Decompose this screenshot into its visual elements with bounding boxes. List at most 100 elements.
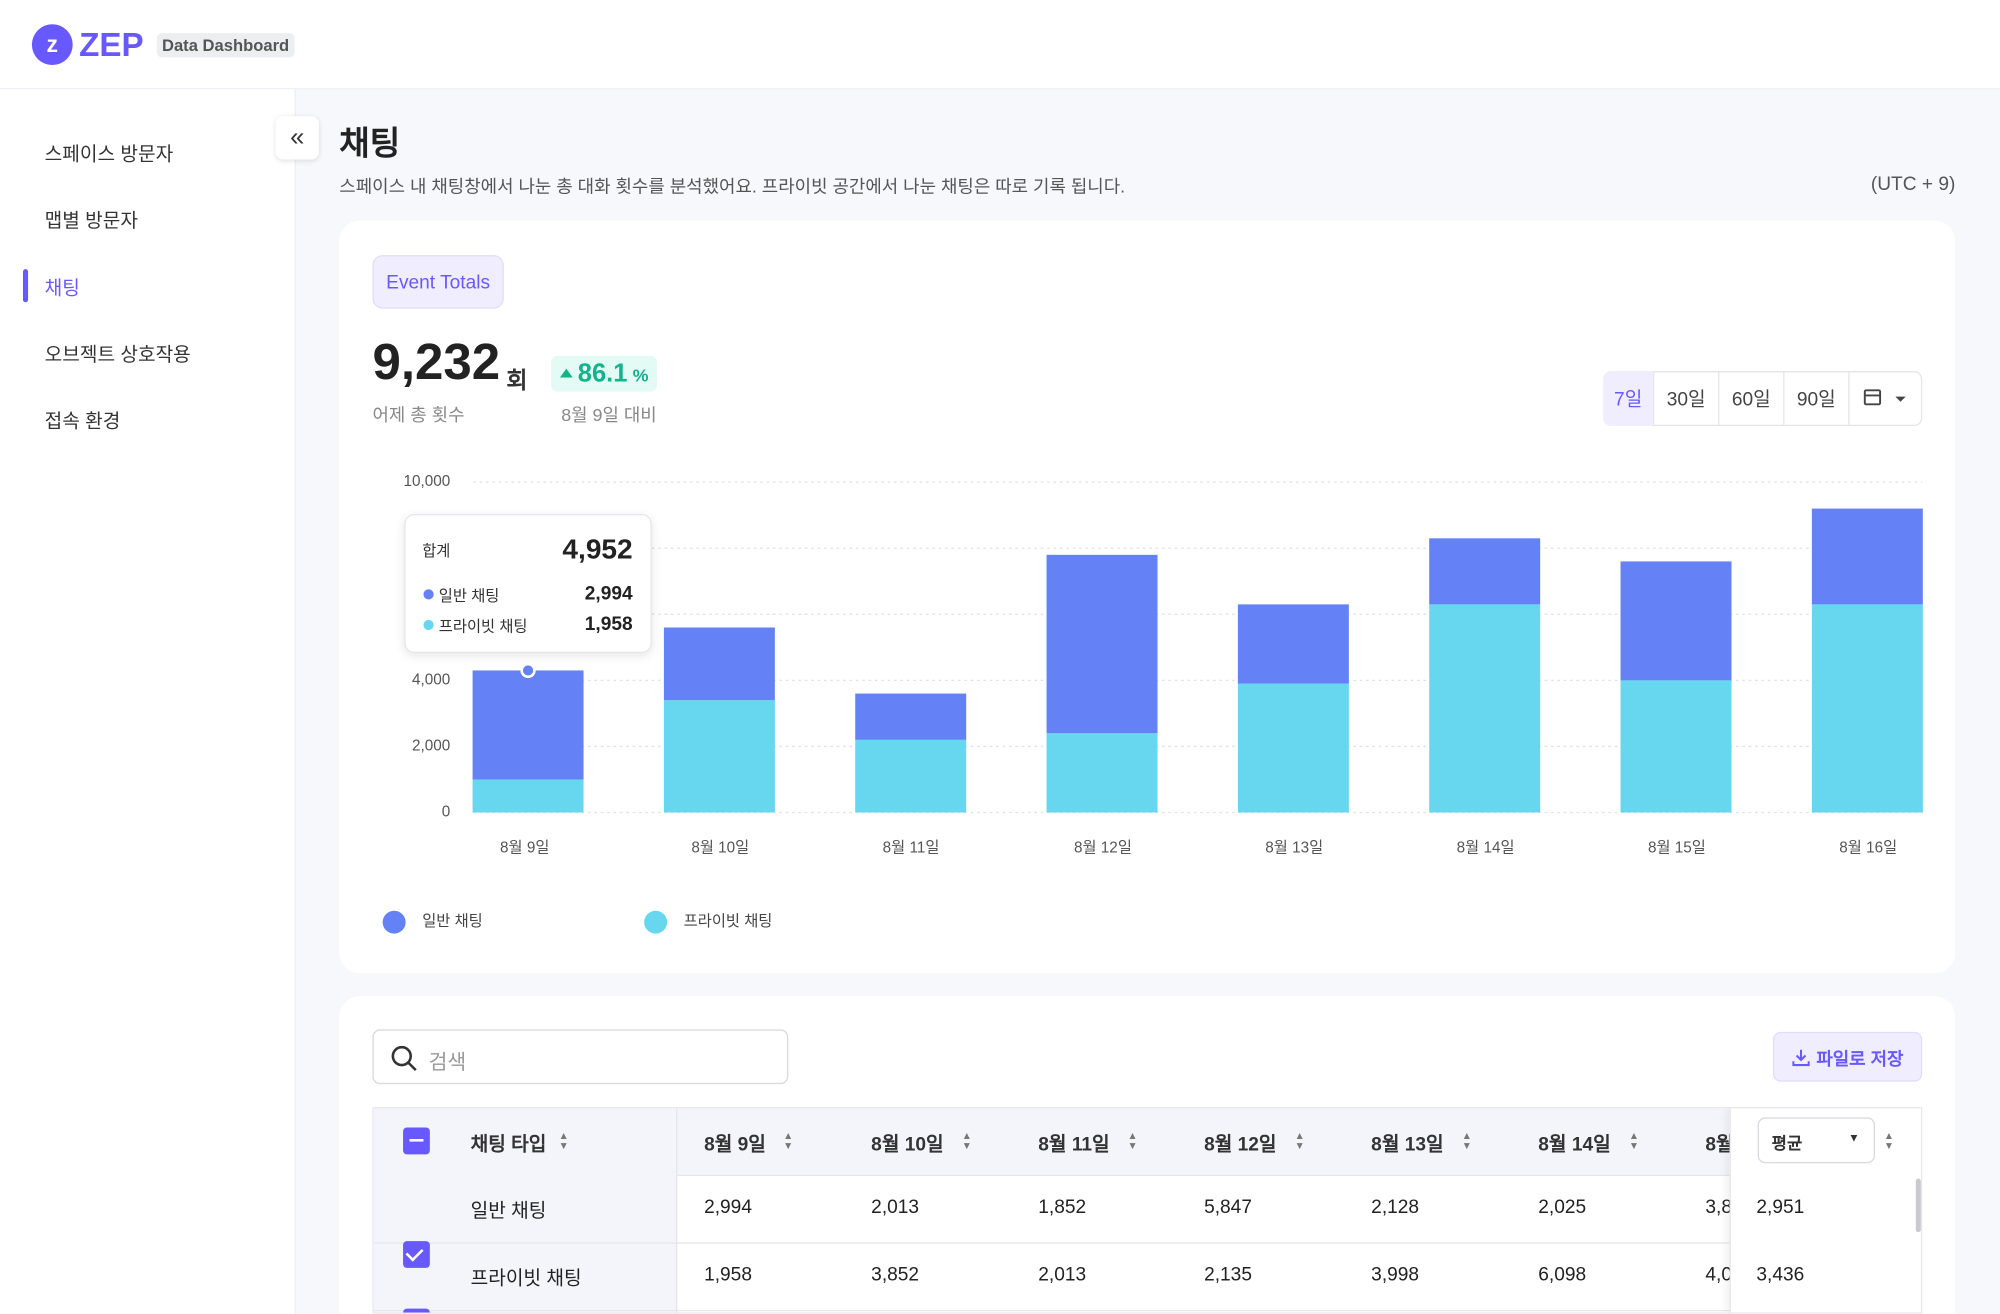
bar-segment — [1811, 508, 1923, 605]
row-checkbox[interactable] — [403, 1241, 430, 1268]
header-cell: 8월 11일 — [1038, 1133, 1110, 1156]
bar-segment — [472, 779, 584, 813]
nav-item[interactable]: 맵별 방문자 — [44, 210, 138, 233]
tooltip-value: 2,994 — [584, 582, 633, 605]
cell: 3,998 — [1371, 1264, 1420, 1286]
y-tick-label: 0 — [442, 804, 451, 821]
search-box[interactable]: 검색 — [372, 1029, 789, 1085]
legend-label: 프라이빗 채팅 — [684, 913, 773, 930]
download-button[interactable]: 파일로 저장 — [1772, 1031, 1923, 1082]
cell: 2,994 — [704, 1196, 752, 1219]
header-cell: 채팅 타입 — [470, 1133, 547, 1156]
nav-item[interactable]: 스페이스 방문자 — [44, 144, 174, 166]
bar-segment — [1811, 604, 1923, 813]
range-button[interactable]: 60일 — [1719, 371, 1785, 427]
tooltip: 합계 4,952 일반 채팅 2,994 프라이빗 채팅 1,958 — [404, 514, 652, 654]
header: z ZEP Data Dashboard — [0, 0, 2000, 90]
x-tick-label: 8월 9일 — [500, 839, 549, 856]
summary-cell: 2,951 — [1756, 1196, 1805, 1219]
cell: 3,852 — [871, 1264, 920, 1286]
change-badge: 86.1 % — [551, 355, 657, 392]
check — [405, 1243, 424, 1262]
tooltip-total: 4,952 — [562, 533, 633, 566]
y-tick-label: 10,000 — [403, 473, 450, 490]
sort-icon[interactable]: ▲ ▼ — [558, 1130, 569, 1152]
scroll-area: 8월 9일 ▲ ▼ 8월 10일 ▲ ▼ 8월 11일 ▲ ▼ 8월 12일 ▲ ▼ 8월 13일 ▲ ▼ 8… — [676, 1108, 1730, 1312]
cell: 5,847 — [1204, 1196, 1252, 1219]
sort-icon[interactable]: ▲ ▼ — [1883, 1130, 1895, 1152]
bar-segment — [1620, 680, 1732, 813]
header-checkbox[interactable] — [403, 1127, 430, 1155]
bar-segment — [1237, 604, 1349, 684]
header-cell: 8월 12일 — [1204, 1133, 1277, 1156]
y-tick-label: 4,000 — [412, 671, 450, 688]
page-description: 스페이스 내 채팅창에서 나눈 총 대화 횟수를 분석했어요. 프라이빗 공간에… — [339, 176, 1126, 197]
sort-icon[interactable]: ▲ ▼ — [1461, 1130, 1472, 1152]
logo-icon: z — [31, 24, 73, 66]
active-indicator — [22, 269, 29, 303]
bar-segment — [1429, 604, 1541, 813]
range-button[interactable]: 90일 — [1784, 371, 1850, 427]
row-label: 프라이빗 채팅 — [470, 1267, 582, 1290]
timezone: (UTC + 9) — [1870, 173, 1956, 196]
svg-text:z: z — [47, 31, 58, 57]
cell: 2,025 — [1538, 1196, 1587, 1219]
bar-segment — [1429, 538, 1541, 605]
x-tick-label: 8월 14일 — [1457, 839, 1515, 856]
row-checkbox[interactable] — [403, 1308, 430, 1313]
search-placeholder: 검색 — [428, 1052, 467, 1074]
cell: 2,135 — [1204, 1264, 1252, 1286]
x-tick-label: 8월 15일 — [1648, 839, 1706, 856]
bar-segment — [663, 700, 775, 813]
header-cell: 8월 — [1705, 1133, 1729, 1156]
tooltip-name: 일반 채팅 — [438, 586, 500, 605]
range-button[interactable]: 30일 — [1654, 371, 1720, 427]
sort-icon[interactable]: ▲ ▼ — [783, 1130, 794, 1152]
sort-icon[interactable]: ▲ ▼ — [961, 1130, 972, 1152]
header-cell: 8월 9일 — [704, 1133, 766, 1156]
sort-icon[interactable]: ▲ ▼ — [1294, 1130, 1305, 1152]
page-title: 채팅 — [339, 123, 401, 162]
tooltip-title: 합계 — [422, 542, 451, 560]
summary-cell: 3,436 — [1756, 1264, 1805, 1286]
hover-marker — [520, 662, 536, 679]
sort-icon[interactable]: ▲ ▼ — [1127, 1130, 1138, 1152]
summary-select[interactable]: 평균 ▼ — [1757, 1117, 1875, 1164]
cell: 2,013 — [871, 1196, 920, 1219]
scrollbar — [1915, 1178, 1921, 1233]
search-icon — [391, 1045, 417, 1072]
cell: 2,013 — [1038, 1264, 1087, 1286]
download-label: 파일로 저장 — [1816, 1048, 1904, 1069]
bar-segment — [1237, 683, 1349, 813]
data-table: 8월 9일 ▲ ▼ 8월 10일 ▲ ▼ 8월 11일 ▲ ▼ 8월 12일 ▲ ▼ 8월 13일 ▲ ▼ 8… — [372, 1107, 1923, 1314]
y-tick-label: 2,000 — [412, 737, 450, 754]
header-cell: 8월 10일 — [871, 1133, 944, 1156]
check — [405, 1311, 424, 1313]
minus — [409, 1139, 424, 1142]
summary-column: 평균 ▼ ▲ ▼ 2,951 3,436 — [1729, 1108, 1921, 1313]
nav-item[interactable]: 접속 환경 — [44, 410, 121, 433]
x-tick-label: 8월 10일 — [691, 839, 749, 856]
row-line — [373, 1309, 1921, 1312]
tab[interactable]: Event Totals — [372, 255, 504, 309]
calendar-button[interactable] — [1849, 371, 1922, 426]
cell: 3,8 — [1705, 1196, 1730, 1219]
collapse-button[interactable]: « — [275, 116, 319, 160]
legend-label: 일반 채팅 — [422, 913, 483, 930]
cell: 2,128 — [1371, 1196, 1420, 1219]
logo-text[interactable]: ZEP — [79, 25, 144, 64]
nav-item[interactable]: 오브젝트 상호작용 — [44, 344, 191, 367]
legend-swatch — [644, 910, 668, 934]
header-cell: 8월 13일 — [1371, 1133, 1444, 1156]
sort-icon[interactable]: ▲ ▼ — [1628, 1130, 1639, 1152]
range-button[interactable]: 7일 — [1603, 371, 1655, 427]
select-caret: ▼ — [1848, 1131, 1860, 1145]
legend-swatch — [382, 910, 406, 934]
change-value: 86.1 — [577, 359, 628, 388]
x-tick-label: 8월 12일 — [1074, 839, 1132, 856]
nav-item[interactable]: 채팅 — [44, 278, 80, 300]
tooltip-name: 프라이빗 채팅 — [438, 617, 528, 636]
bar-segment — [1046, 733, 1158, 813]
